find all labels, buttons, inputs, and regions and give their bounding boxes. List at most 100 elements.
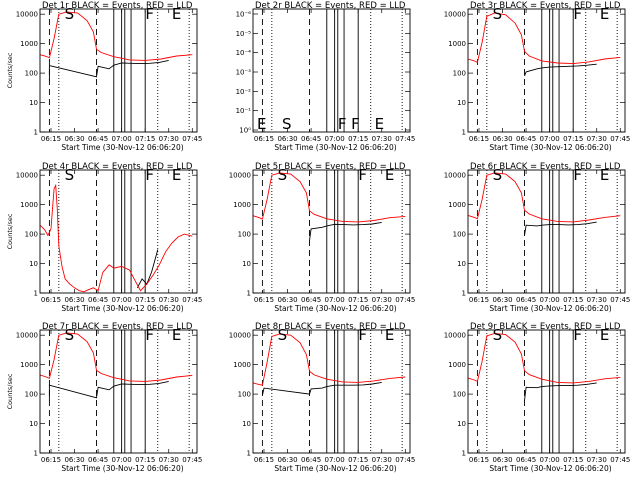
event-marker: S	[493, 5, 503, 23]
y-tick-label: 100	[453, 231, 466, 239]
y-tick-label: 10000	[16, 172, 38, 180]
series-events	[48, 59, 169, 81]
y-tick-label: 100	[25, 391, 38, 399]
y-tick-label: 10000	[444, 172, 466, 180]
plot-frame	[39, 169, 198, 294]
event-marker: S	[65, 326, 75, 344]
y-tick-label: 100	[453, 70, 466, 78]
x-tick-label: 06:30	[64, 456, 84, 464]
y-tick-label: 1000	[448, 201, 466, 209]
x-tick-label: 07:45	[395, 296, 415, 304]
y-tick-label: 1	[34, 129, 38, 137]
y-tick-label: 1000	[233, 201, 251, 209]
event-marker: F	[358, 326, 367, 344]
y-tick-label: 10⁻⁴	[236, 49, 252, 57]
y-tick-label: 10000	[229, 172, 251, 180]
panel-title: Det 6r BLACK = Events, RED = LLD	[470, 162, 621, 172]
y-tick-label: 1	[34, 290, 38, 298]
y-axis-label: Counts/sec	[6, 52, 14, 88]
x-tick-label: 07:00	[540, 456, 560, 464]
x-tick-label: 07:15	[563, 296, 583, 304]
plot-frame	[252, 8, 411, 133]
x-tick-label: 06:15	[41, 296, 61, 304]
event-marker: S	[282, 115, 292, 133]
y-tick-label: 10	[29, 260, 38, 268]
series-events	[524, 221, 597, 236]
panel-title: Det 1r BLACK = Events, RED = LLD	[42, 1, 193, 11]
y-tick-label: 100	[238, 391, 251, 399]
x-tick-label: 06:45	[88, 456, 108, 464]
series-events	[136, 249, 159, 289]
y-tick-label: 10⁻¹	[236, 107, 252, 115]
y-tick-label: 1	[462, 290, 466, 298]
series-events	[261, 381, 382, 396]
x-tick-label: 07:00	[325, 456, 345, 464]
x-tick-label: 06:45	[516, 456, 536, 464]
x-tick-label: 06:15	[469, 135, 489, 143]
x-axis-label: Start Time (30-Nov-12 06:06:20)	[274, 464, 396, 473]
event-marker: F	[351, 115, 360, 133]
x-tick-label: 06:30	[492, 135, 512, 143]
y-tick-label: 10	[242, 420, 251, 428]
y-tick-label: 10	[457, 99, 466, 107]
x-tick-label: 06:15	[254, 135, 274, 143]
x-tick-label: 06:30	[277, 296, 297, 304]
plot-frame	[252, 169, 411, 294]
panel-det-9: Det 9r BLACK = Events, RED = LLD Start Ti…	[444, 322, 631, 473]
event-marker: S	[278, 326, 288, 344]
x-axis-label: Start Time (30-Nov-12 06:06:20)	[274, 143, 396, 152]
x-tick-label: 06:45	[301, 456, 321, 464]
panel-det-3: Det 3r BLACK = Events, RED = LLD Start Ti…	[444, 1, 631, 152]
panel-det-2: Det 2r BLACK = Events, RED = LLD Start Ti…	[236, 1, 416, 152]
event-marker: F	[573, 166, 582, 184]
y-tick-label: 10⁻⁶	[236, 11, 252, 19]
x-tick-label: 07:30	[372, 296, 392, 304]
x-tick-label: 07:30	[372, 456, 392, 464]
event-marker: E	[172, 166, 181, 184]
panel-title: Det 2r BLACK = Events, RED = LLD	[255, 1, 406, 11]
y-tick-label: 10000	[16, 11, 38, 19]
event-marker: S	[65, 166, 75, 184]
panel-title: Det 4r BLACK = Events, RED = LLD	[42, 162, 193, 172]
event-marker: F	[145, 166, 154, 184]
x-tick-label: 06:45	[516, 135, 536, 143]
y-tick-label: 10	[457, 260, 466, 268]
x-tick-label: 07:30	[587, 456, 607, 464]
y-tick-label: 100	[25, 70, 38, 78]
event-marker: E	[600, 326, 609, 344]
y-tick-label: 100	[238, 231, 251, 239]
plot-frame	[467, 169, 626, 294]
x-axis-label: Start Time (30-Nov-12 06:06:20)	[61, 464, 183, 473]
x-axis-label: Start Time (30-Nov-12 06:06:20)	[274, 304, 396, 313]
x-tick-label: 07:15	[135, 135, 155, 143]
y-tick-label: 10⁻³	[236, 69, 252, 77]
y-tick-label: 100	[453, 391, 466, 399]
x-tick-label: 07:00	[540, 135, 560, 143]
x-tick-label: 07:15	[348, 296, 368, 304]
event-marker: S	[493, 326, 503, 344]
x-tick-label: 07:15	[563, 135, 583, 143]
series-lld	[252, 172, 406, 223]
series-events	[309, 221, 382, 241]
x-tick-label: 07:30	[587, 135, 607, 143]
x-tick-label: 07:45	[182, 135, 202, 143]
x-axis-label: Start Time (30-Nov-12 06:06:20)	[61, 143, 183, 152]
x-tick-label: 07:45	[395, 456, 415, 464]
y-tick-label: 1000	[20, 40, 38, 48]
x-tick-label: 07:45	[182, 296, 202, 304]
x-tick-label: 07:00	[112, 296, 132, 304]
y-tick-label: 1000	[448, 361, 466, 369]
series-lld	[467, 172, 621, 223]
y-tick-label: 10	[29, 420, 38, 428]
x-tick-label: 07:45	[395, 135, 415, 143]
series-lld	[39, 332, 193, 382]
series-lld	[252, 333, 406, 386]
y-tick-label: 10⁻⁵	[236, 30, 252, 38]
event-marker: E	[600, 166, 609, 184]
series-lld	[39, 183, 193, 293]
y-tick-label: 1000	[20, 361, 38, 369]
x-tick-label: 07:30	[159, 296, 179, 304]
panel-det-6: Det 6r BLACK = Events, RED = LLD Start Ti…	[444, 162, 631, 313]
x-tick-label: 06:30	[492, 296, 512, 304]
event-marker: E	[375, 115, 384, 133]
